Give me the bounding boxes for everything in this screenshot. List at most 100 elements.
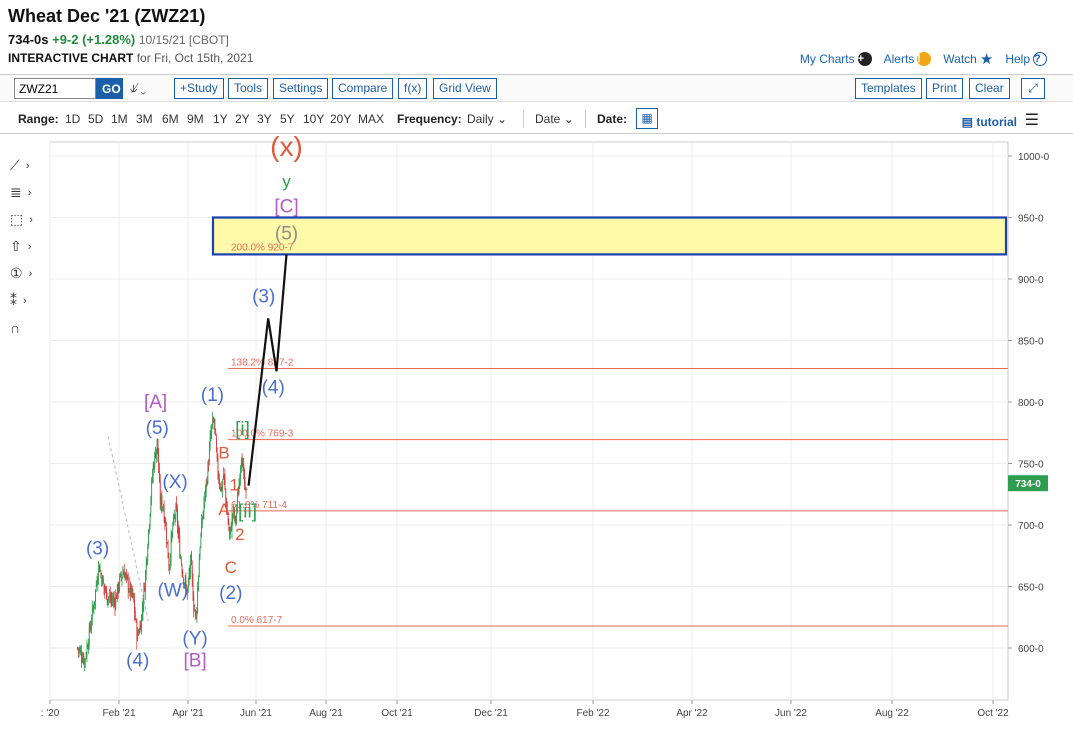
candle-body xyxy=(99,570,101,572)
tutorial-link[interactable]: ▤ tutorial xyxy=(961,115,1017,129)
calendar-button[interactable]: ▦ xyxy=(636,108,658,129)
alert-icon: ! xyxy=(917,52,932,66)
hamburger-icon: ☰ xyxy=(1024,112,1039,129)
candle-body xyxy=(227,510,228,515)
arrow-tool[interactable]: ⇧ › xyxy=(10,233,46,260)
candle-body xyxy=(219,479,220,485)
y-tick-label: 750-0 xyxy=(1018,460,1044,471)
frequency-select[interactable]: Daily ⌄ xyxy=(467,112,508,126)
help-link[interactable]: Help? xyxy=(1005,52,1047,66)
clear-button[interactable]: Clear xyxy=(969,78,1010,99)
range-max[interactable]: MAX xyxy=(358,112,385,126)
range-2y[interactable]: 2Y xyxy=(235,112,250,126)
candle-body xyxy=(203,503,205,513)
my-charts-link[interactable]: My Charts + xyxy=(800,52,872,66)
wave-label: [C] xyxy=(274,197,298,218)
tools-button[interactable]: Tools xyxy=(228,78,269,99)
settings-button[interactable]: Settings xyxy=(273,78,329,99)
candle-body xyxy=(238,483,240,495)
menu-button[interactable]: ☰ xyxy=(1025,110,1039,130)
range-20y[interactable]: 20Y xyxy=(330,112,352,126)
candle-body xyxy=(245,487,247,491)
x-tick-label: Jun '22 xyxy=(775,708,807,719)
candle-body xyxy=(156,448,157,460)
fibonacci-icon: ≣ xyxy=(10,184,22,200)
range-5y[interactable]: 5Y xyxy=(280,112,295,126)
y-tick-label: 700-0 xyxy=(1018,521,1044,532)
range-1d[interactable]: 1D xyxy=(65,112,81,126)
wave-label: (x) xyxy=(270,131,303,162)
candle-body xyxy=(101,575,103,585)
study-button[interactable]: +Study xyxy=(174,78,224,99)
candle-body xyxy=(216,437,217,450)
expand-button[interactable]: ⤢ xyxy=(1021,78,1045,99)
range-6m[interactable]: 6M xyxy=(162,112,179,126)
candle-body xyxy=(191,552,192,565)
wave-label: (5) xyxy=(146,418,169,439)
candle-body xyxy=(179,536,181,558)
fib-tool[interactable]: ≣ › xyxy=(10,179,46,206)
date-mode-select[interactable]: Date ⌄ xyxy=(535,112,574,126)
fib-level-label: 61.8% 711-4 xyxy=(231,500,287,511)
wave-label-tool[interactable]: ① › xyxy=(10,260,46,287)
candle-body xyxy=(212,420,214,422)
grid-view-button[interactable]: Grid View xyxy=(433,78,497,99)
print-button[interactable]: Print xyxy=(926,78,963,99)
candle-body xyxy=(163,508,164,510)
range-1m[interactable]: 1M xyxy=(111,112,128,126)
candle-body xyxy=(232,513,234,518)
candle-body xyxy=(200,534,202,548)
candle-body xyxy=(91,621,93,626)
candlestick-icon: ⫝̸ xyxy=(130,81,138,95)
candle-body xyxy=(120,574,122,578)
candle-body xyxy=(94,601,96,606)
candle-body xyxy=(173,515,174,525)
wave-label: B xyxy=(218,444,229,463)
y-tick-label: 950-0 xyxy=(1018,214,1044,225)
range-3m[interactable]: 3M xyxy=(136,112,153,126)
candle-body xyxy=(144,588,146,592)
wave-label: (1) xyxy=(201,385,224,406)
fx-button[interactable]: f(x) xyxy=(398,78,428,99)
line-tool[interactable]: ⟋ › xyxy=(10,152,46,179)
candle-body xyxy=(114,601,116,608)
chart-type-dropdown[interactable]: ⫝̸ ⌄ xyxy=(130,81,146,96)
templates-button[interactable]: Templates xyxy=(855,78,922,99)
candle-body xyxy=(182,575,184,577)
range-5d[interactable]: 5D xyxy=(88,112,104,126)
y-tick-label: 650-0 xyxy=(1018,583,1044,594)
candle-body xyxy=(123,572,124,576)
candle-body xyxy=(167,539,169,559)
candle-body xyxy=(159,470,160,481)
candle-body xyxy=(152,465,154,476)
chevron-right-icon: › xyxy=(27,240,32,253)
watch-link[interactable]: Watch ★ xyxy=(943,51,994,68)
symbol-input[interactable] xyxy=(14,78,96,99)
range-3y[interactable]: 3Y xyxy=(257,112,272,126)
range-9m[interactable]: 9M xyxy=(187,112,204,126)
alerts-link[interactable]: Alerts! xyxy=(884,52,932,66)
candle-body xyxy=(223,475,224,479)
range-10y[interactable]: 10Y xyxy=(303,112,325,126)
go-button[interactable]: GO xyxy=(96,78,123,99)
pattern-tool[interactable]: ⁑ › xyxy=(10,287,46,314)
candle-body xyxy=(176,502,178,511)
candle-body xyxy=(192,580,194,600)
candle-body xyxy=(89,624,91,630)
chart-title: Wheat Dec '21 (ZWZ21) xyxy=(8,6,206,26)
x-tick-label: Apr '21 xyxy=(172,708,204,719)
compare-button[interactable]: Compare xyxy=(332,78,394,99)
candle-body xyxy=(105,588,107,591)
expand-icon: ⤢ xyxy=(1028,81,1038,95)
candle-body xyxy=(193,598,195,611)
magnet-tool[interactable]: ∩ xyxy=(10,314,46,341)
chevron-right-icon: › xyxy=(29,213,33,226)
candle-body xyxy=(188,575,190,580)
candle-body xyxy=(207,463,209,484)
candle-body xyxy=(87,647,89,649)
x-tick-label: Aug '21 xyxy=(309,708,343,719)
candle-body xyxy=(216,448,218,459)
range-1y[interactable]: 1Y xyxy=(213,112,228,126)
shape-tool[interactable]: ⬚ › xyxy=(10,206,46,233)
